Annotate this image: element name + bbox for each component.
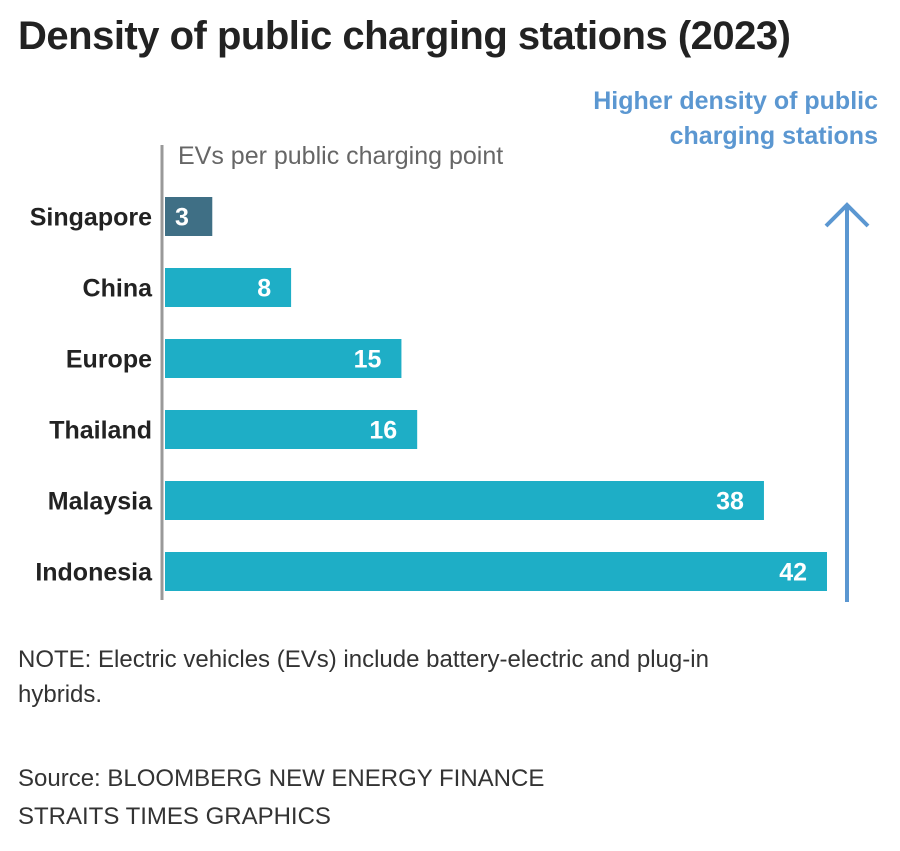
bar-europe [165,339,402,378]
value-label: 42 [779,559,807,587]
credit: STRAITS TIMES GRAPHICS [18,803,331,830]
chart-title: Density of public charging stations (202… [18,14,791,58]
bar-thailand [165,410,418,449]
category-label: Thailand [49,417,152,445]
category-label: Indonesia [35,559,153,587]
category-label: Malaysia [48,488,153,516]
bar-malaysia [165,481,764,520]
x-axis-label: EVs per public charging point [178,142,504,170]
value-label: 15 [354,346,382,374]
note: NOTE: Electric vehicles (EVs) include ba… [18,646,709,708]
bar-china [165,268,292,307]
category-label: Singapore [30,204,152,232]
bar-singapore [165,197,213,236]
bar-indonesia [165,552,827,591]
value-label: 3 [175,204,189,232]
arrow-up-icon [824,202,870,228]
value-label: 38 [716,488,744,516]
source: Source: BLOOMBERG NEW ENERGY FINANCE [18,765,545,792]
category-label: China [83,275,154,303]
category-label: Europe [66,346,152,374]
direction-annotation: Higher density of public charging statio… [593,87,878,150]
value-label: 16 [369,417,397,445]
value-label: 8 [257,275,271,303]
source-block: Source: BLOOMBERG NEW ENERGY FINANCE STR… [18,760,544,836]
